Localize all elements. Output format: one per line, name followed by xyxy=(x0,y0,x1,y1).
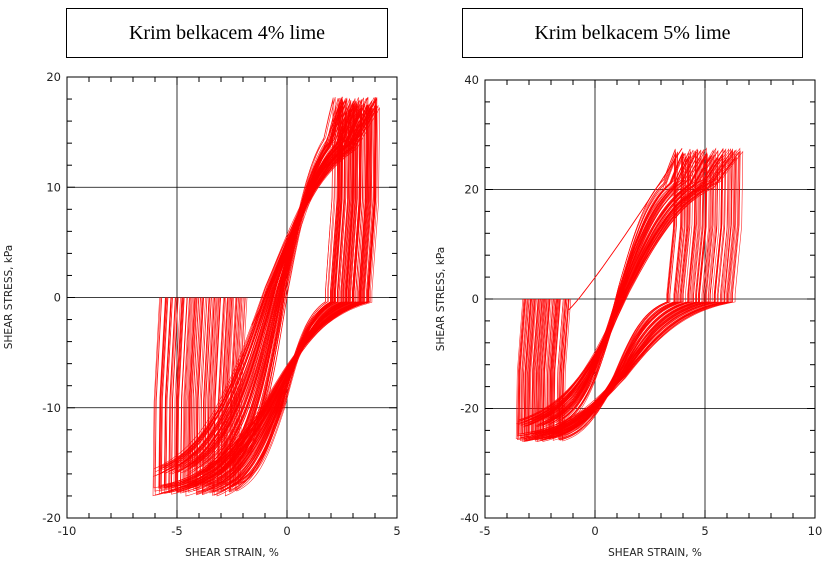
hysteresis-loop xyxy=(516,150,744,437)
hysteresis-loop xyxy=(202,100,354,495)
hysteresis-loop xyxy=(213,102,351,496)
hysteresis-series xyxy=(515,147,744,442)
x-tick-label: 10 xyxy=(808,524,823,538)
hysteresis-series xyxy=(152,96,380,497)
x-tick-label: -5 xyxy=(479,524,490,538)
hysteresis-loop xyxy=(234,105,342,485)
y-tick-label: -20 xyxy=(42,511,61,525)
hysteresis-loop xyxy=(154,104,376,492)
hysteresis-loop xyxy=(168,110,372,491)
y-tick-label: 20 xyxy=(46,70,61,84)
hysteresis-loop xyxy=(176,105,367,493)
y-tick-label: -20 xyxy=(460,402,479,416)
y-axis-label: SHEAR STRESS, kPa xyxy=(3,245,15,349)
hysteresis-loop xyxy=(523,150,733,440)
x-axis-label: SHEAR STRAIN, % xyxy=(185,547,279,559)
hysteresis-loop xyxy=(152,106,380,497)
y-tick-label: -10 xyxy=(42,401,61,415)
y-tick-label: 0 xyxy=(472,292,479,306)
x-tick-label: 5 xyxy=(701,524,708,538)
hysteresis-loop xyxy=(537,149,714,442)
chart-right: -5 0 5 10 -40 -20 0 20 40 SHEAR STRAIN, % SHEAR ST… xyxy=(435,73,822,559)
x-axis-label: SHEAR STRAIN, % xyxy=(608,547,702,559)
chart-title-right: Krim belkacem 5% lime xyxy=(462,8,803,58)
y-axis-label: SHEAR STRESS, kPa xyxy=(435,247,447,351)
hysteresis-loop xyxy=(520,152,735,440)
x-tick-label: 5 xyxy=(393,524,400,538)
hysteresis-loop xyxy=(518,151,740,435)
hysteresis-loop xyxy=(523,148,734,438)
hysteresis-loop xyxy=(196,105,358,495)
y-tick-label: 10 xyxy=(46,180,61,194)
hysteresis-loop xyxy=(202,109,355,492)
x-tick-label: 0 xyxy=(283,524,290,538)
initial-loading-curve xyxy=(251,96,343,326)
hysteresis-loop xyxy=(196,103,355,493)
y-tick-label: 40 xyxy=(464,73,479,87)
y-tick-label: 20 xyxy=(464,183,479,197)
hysteresis-loop xyxy=(158,107,376,488)
hysteresis-loop xyxy=(196,107,357,494)
chart-title-left: Krim belkacem 4% lime xyxy=(66,8,388,58)
x-tick-label: 0 xyxy=(591,524,598,538)
y-tick-label: -40 xyxy=(460,511,479,525)
hysteresis-loop xyxy=(182,104,368,489)
hysteresis-loop xyxy=(185,97,364,497)
hysteresis-loop xyxy=(228,108,339,493)
y-tick-label: 0 xyxy=(54,291,61,305)
x-tick-label: -10 xyxy=(58,524,77,538)
hysteresis-loop xyxy=(549,151,697,440)
x-tick-label: -5 xyxy=(171,524,182,538)
initial-loading-curve xyxy=(568,148,683,311)
hysteresis-loop xyxy=(522,157,727,434)
hysteresis-loop xyxy=(519,151,739,441)
